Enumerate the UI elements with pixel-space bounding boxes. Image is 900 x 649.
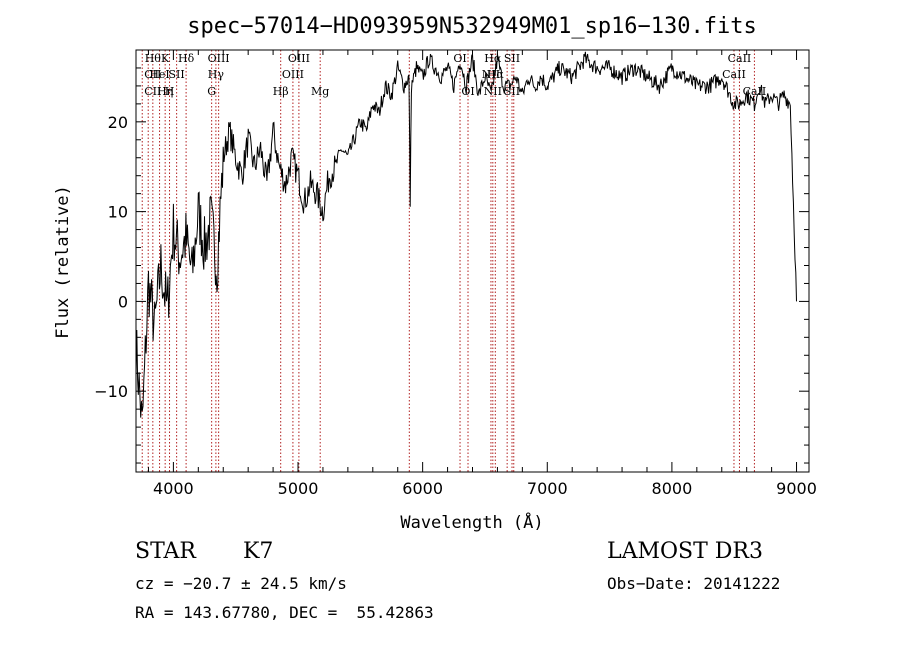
line-label: G bbox=[207, 85, 216, 98]
chart-title: spec−57014−HD093959N532949M01_sp16−130.f… bbox=[187, 14, 757, 39]
line-label: SII bbox=[504, 85, 520, 98]
y-tick-label: 10 bbox=[108, 203, 128, 222]
line-label: OIII bbox=[208, 52, 230, 65]
redshift-velocity: cz = −20.7 ± 24.5 km/s bbox=[135, 574, 347, 593]
line-label: CaII bbox=[728, 52, 752, 65]
line-label: OIII bbox=[288, 52, 310, 65]
line-label: Hγ bbox=[208, 68, 225, 81]
y-tick-label: −10 bbox=[94, 382, 128, 401]
x-tick-label: 5000 bbox=[278, 479, 319, 498]
sky-coordinates: RA = 143.67780, DEC = 55.42863 bbox=[135, 603, 434, 622]
line-label: SII bbox=[169, 68, 185, 81]
line-label: Hδ bbox=[178, 52, 195, 65]
x-tick-label: 7000 bbox=[527, 479, 568, 498]
y-tick-label: 0 bbox=[118, 292, 128, 311]
line-label: K bbox=[161, 52, 170, 65]
emission-line-labels: HθCIICIIHeIKHηHSIIHδGHγOIIIHβOIIIOIIIMgO… bbox=[144, 52, 766, 98]
line-label: OI bbox=[461, 85, 474, 98]
spectrum-chart: spec−57014−HD093959N532949M01_sp16−130.f… bbox=[53, 14, 817, 533]
y-axis-label: Flux (relative) bbox=[53, 185, 73, 339]
line-label: HeI bbox=[149, 68, 169, 81]
y-tick-label: 20 bbox=[108, 113, 128, 132]
object-subclass: K7 bbox=[243, 539, 274, 564]
line-label: CII bbox=[144, 85, 161, 98]
spectrum-series bbox=[135, 51, 797, 418]
line-label: SII bbox=[504, 52, 520, 65]
line-label: Hβ bbox=[273, 85, 289, 98]
line-label: OIII bbox=[282, 68, 304, 81]
line-label: Mg bbox=[311, 85, 329, 98]
plot-frame bbox=[135, 49, 810, 473]
line-label: Hη bbox=[157, 85, 173, 98]
x-tick-label: 4000 bbox=[153, 479, 194, 498]
line-label: H bbox=[165, 85, 175, 98]
axes: 4000 5000 6000 7000 8000 9000 −10 0 10 20 bbox=[94, 49, 817, 498]
survey-name: LAMOST DR3 bbox=[607, 539, 763, 564]
line-label: OI bbox=[453, 52, 466, 65]
x-axis-label: Wavelength (Å) bbox=[400, 511, 543, 533]
line-label: Hθ bbox=[145, 52, 162, 65]
x-tick-label: 6000 bbox=[402, 479, 443, 498]
line-label: CaII bbox=[722, 68, 746, 81]
line-label: CII bbox=[144, 68, 161, 81]
observation-date: Obs−Date: 20141222 bbox=[607, 574, 781, 593]
object-class: STAR bbox=[135, 539, 196, 564]
emission-line-markers bbox=[141, 50, 755, 472]
x-tick-label: 8000 bbox=[652, 479, 693, 498]
x-tick-label: 9000 bbox=[776, 479, 817, 498]
spectrum-line bbox=[135, 51, 797, 418]
line-label: NII bbox=[484, 85, 502, 98]
